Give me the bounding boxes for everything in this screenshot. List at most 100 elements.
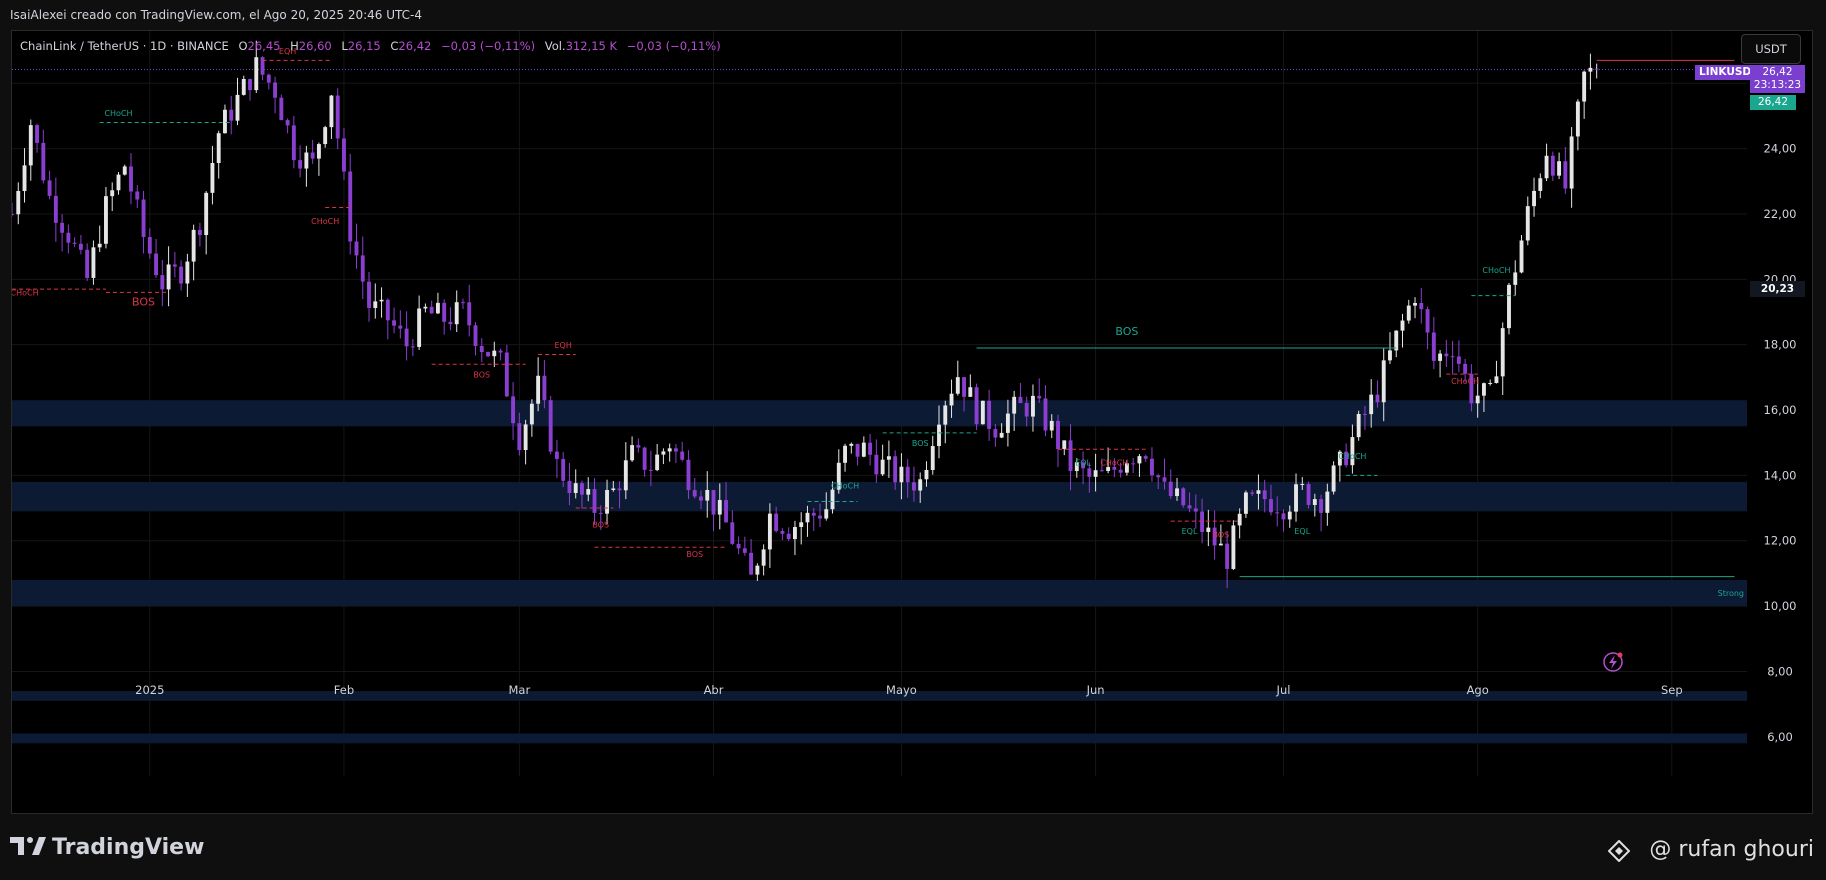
candle-body [392, 320, 397, 326]
candle-body [818, 515, 822, 519]
candle-body [955, 377, 960, 394]
candle-body [1413, 302, 1417, 306]
candle-body [1425, 309, 1430, 333]
y-tick-label: 8,00 [1767, 664, 1793, 678]
candle-body [473, 325, 478, 346]
candle-body [1312, 499, 1317, 505]
candle-body [1406, 305, 1411, 321]
structure-annotation: CHoCH [1482, 266, 1510, 275]
structure-annotation: BOS [686, 550, 703, 559]
replay-lightning-icon[interactable] [1603, 652, 1623, 672]
candle-body [185, 261, 190, 284]
candle-body [861, 442, 866, 457]
open-label: O [238, 39, 248, 53]
candle-body [811, 512, 816, 516]
candle-body [830, 489, 835, 510]
candle-body [993, 428, 998, 438]
candle-body [41, 142, 46, 181]
structure-annotation: BOS [912, 439, 929, 448]
candle-body [298, 160, 303, 169]
candle-body [486, 352, 490, 357]
candle-body [266, 74, 271, 83]
candle-body [1362, 414, 1367, 416]
candle-body [1269, 499, 1273, 513]
candle-body [680, 451, 685, 460]
price-marker[interactable]: 20,23 [1750, 281, 1805, 297]
candle-body [1469, 373, 1474, 404]
x-tick-label: Abr [704, 683, 724, 697]
candle-body [429, 306, 434, 314]
candle-body [35, 125, 39, 143]
y-tick-label: 12,00 [1764, 534, 1797, 548]
candle-body [1093, 470, 1098, 477]
candle-body [868, 442, 873, 455]
structure-annotation: BOS [1212, 530, 1229, 539]
candle-body [1532, 190, 1536, 207]
top-bar: IsaiAlexei creado con TradingView.com, e… [0, 0, 1826, 30]
demand-zone [12, 481, 1747, 512]
candle-body [805, 512, 810, 523]
candle-body [843, 445, 847, 463]
close-value: 26,42 [398, 39, 432, 53]
structure-annotation: EQL [1075, 459, 1091, 468]
candle-body [1331, 465, 1336, 492]
candle-body [97, 243, 102, 248]
x-tick-label: Jun [1086, 683, 1105, 697]
candle-body [1225, 543, 1230, 569]
candle-body [1356, 414, 1361, 438]
candle-body [335, 95, 340, 139]
candle-body [1049, 420, 1054, 431]
structure-annotation: CHoCH [1100, 459, 1128, 468]
ticker-label: LINKUSDT [1695, 65, 1763, 80]
candle-body [285, 120, 290, 126]
candlestick-chart[interactable]: Strong EQH CHoCH CHoCH BOS CHoCH BOS EQH BOS BOS C… [12, 31, 1814, 815]
candle-body [191, 229, 196, 262]
currency-button[interactable]: USDT [1741, 34, 1801, 64]
candle-body [316, 144, 321, 159]
candle-body [648, 469, 653, 471]
candle-body [999, 432, 1004, 438]
candle-body [1575, 101, 1580, 137]
candle-body [1438, 353, 1443, 361]
candle-body [962, 377, 966, 397]
candle-body [886, 456, 891, 460]
candle-body [968, 387, 973, 397]
candle-body [987, 400, 992, 429]
structure-annotation: CHoCH [1338, 452, 1366, 461]
candle-body [1231, 525, 1236, 569]
icon-bolt [1609, 655, 1617, 669]
candle-body [504, 352, 509, 397]
candle-body [1588, 67, 1593, 72]
candle-body [135, 191, 140, 200]
candle-body [918, 479, 923, 491]
candle-body [943, 405, 948, 425]
candle-body [636, 445, 641, 448]
candle-body [561, 458, 566, 481]
candle-body [60, 222, 65, 233]
candle-body [824, 509, 829, 519]
candle-body [899, 466, 904, 483]
candle-body [53, 195, 58, 223]
current-price-label: 26,42 [1750, 95, 1796, 110]
candle-body [586, 489, 591, 495]
symbol-label: ChainLink / TetherUS · 1D · BINANCE [20, 39, 229, 53]
candle-body [1137, 456, 1142, 464]
candle-body [1563, 161, 1568, 189]
candle-body [749, 552, 754, 575]
candle-body [1381, 360, 1386, 403]
chart-panel[interactable]: Strong EQH CHoCH CHoCH BOS CHoCH BOS EQH BOS BOS C… [11, 30, 1813, 814]
candle-body [1557, 161, 1562, 176]
candle-body [711, 489, 716, 515]
candle-body [435, 302, 440, 314]
candle-body [1150, 458, 1154, 476]
candle-body [567, 480, 572, 494]
candle-body [1337, 451, 1342, 466]
candle-body [1024, 402, 1029, 417]
candle-body [1250, 492, 1255, 494]
candle-body [78, 243, 83, 250]
candle-body [323, 127, 328, 145]
structure-annotation: CHoCH [104, 109, 132, 118]
candle-body [223, 109, 227, 134]
candle-body [1081, 462, 1086, 469]
candle-body [1056, 420, 1060, 449]
